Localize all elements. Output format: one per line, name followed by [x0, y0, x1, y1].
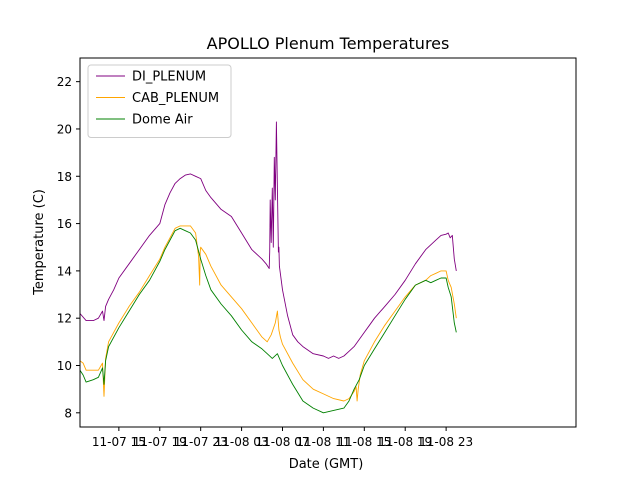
series-line-dome-air — [79, 227, 457, 414]
chart-title: APOLLO Plenum Temperatures — [207, 34, 450, 53]
y-tick-label: 18 — [57, 170, 72, 184]
legend: DI_PLENUM CAB_PLENUM Dome Air — [87, 64, 232, 138]
plot-frame — [79, 57, 577, 428]
x-tick-label: 11-08 15 — [337, 435, 391, 449]
series-layer — [79, 121, 457, 414]
x-axis-label: Date (GMT) — [289, 457, 364, 472]
y-tick-label: 8 — [64, 406, 72, 420]
y-tick-label: 20 — [57, 122, 72, 136]
y-tick-label: 12 — [57, 312, 72, 326]
x-tick-label: 11-08 03 — [215, 435, 269, 449]
legend-label: DI_PLENUM — [132, 70, 206, 85]
y-axis: 8 10 12 14 16 18 20 22 — [57, 75, 80, 420]
x-tick-label: 11-07 15 — [92, 435, 146, 449]
legend-label: CAB_PLENUM — [132, 91, 219, 106]
x-tick-label: 11-08 23 — [419, 435, 473, 449]
legend-label: Dome Air — [132, 113, 193, 128]
y-tick-label: 22 — [57, 75, 72, 89]
y-axis-label: Temperature (C) — [32, 189, 47, 296]
x-tick-label: 11-07 23 — [174, 435, 228, 449]
y-tick-label: 10 — [57, 359, 72, 373]
y-tick-label: 14 — [57, 264, 72, 278]
x-tick-label: 11-07 19 — [133, 435, 187, 449]
x-tick-label: 11-08 19 — [378, 435, 432, 449]
y-tick-label: 16 — [57, 217, 72, 231]
x-tick-label: 11-08 07 — [256, 435, 310, 449]
series-line-cab-plenum — [79, 225, 457, 402]
x-tick-label: 11-08 11 — [296, 435, 350, 449]
series-line-di-plenum — [79, 121, 457, 359]
